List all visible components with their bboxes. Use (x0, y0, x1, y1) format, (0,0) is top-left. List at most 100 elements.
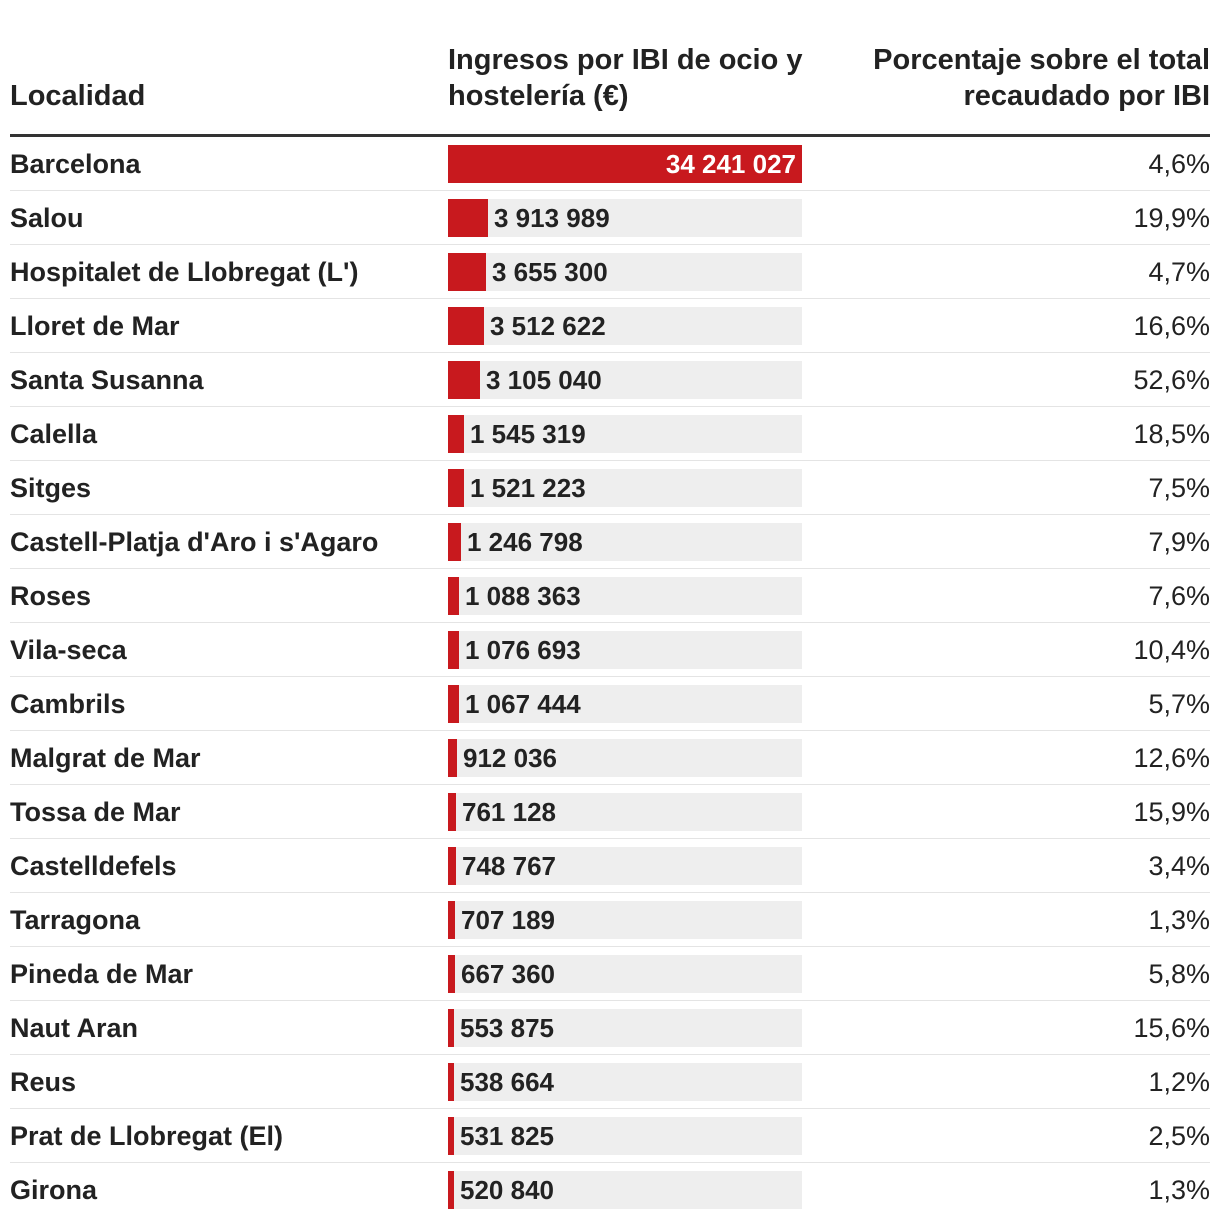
bar-track: 1 088 363 (448, 577, 802, 615)
porcentaje-value: 52,6% (1133, 365, 1210, 395)
value-bar (448, 1117, 454, 1155)
ibi-table: Localidad Ingresos por IBI de ocio y hos… (10, 0, 1210, 1217)
localidad-label: Prat de Llobregat (El) (10, 1121, 284, 1151)
porcentaje-value: 1,3% (1148, 905, 1210, 935)
bar-track: 912 036 (448, 739, 802, 777)
localidad-label: Calella (10, 419, 98, 449)
value-bar (448, 253, 486, 291)
porcentaje-value: 16,6% (1133, 311, 1210, 341)
porcentaje-value: 7,5% (1148, 473, 1210, 503)
value-bar (448, 145, 802, 183)
porcentaje-value: 5,8% (1148, 959, 1210, 989)
value-bar (448, 361, 480, 399)
porcentaje-value: 19,9% (1133, 203, 1210, 233)
localidad-label: Sitges (10, 473, 92, 503)
table-row: Pineda de Mar 667 360 5,8% (10, 947, 1210, 1001)
bar-track: 531 825 (448, 1117, 802, 1155)
bar-track: 707 189 (448, 901, 802, 939)
bar-track: 1 076 693 (448, 631, 802, 669)
table-row: Calella 1 545 319 18,5% (10, 407, 1210, 461)
header-localidad: Localidad (10, 80, 146, 112)
value-bar (448, 523, 461, 561)
header-porcentaje: Porcentaje sobre el total recaudado por … (873, 44, 1210, 112)
bar-track: 553 875 (448, 1009, 802, 1047)
localidad-label: Vila-seca (10, 635, 127, 665)
bar-track: 1 246 798 (448, 523, 802, 561)
value-bar (448, 739, 457, 777)
porcentaje-value: 18,5% (1133, 419, 1210, 449)
porcentaje-value: 7,9% (1148, 527, 1210, 557)
table-row: Vila-seca 1 076 693 10,4% (10, 623, 1210, 677)
bar-track: 3 913 989 (448, 199, 802, 237)
value-label: 1 545 319 (470, 419, 586, 449)
table-row: Hospitalet de Llobregat (L') 3 655 300 4,7… (10, 245, 1210, 299)
table-row: Girona 520 840 1,3% (10, 1163, 1210, 1217)
value-label: 912 036 (463, 743, 557, 773)
value-label: 520 840 (460, 1175, 554, 1205)
table-header: Localidad Ingresos por IBI de ocio y hos… (10, 0, 1210, 137)
value-bar (448, 577, 459, 615)
porcentaje-value: 15,6% (1133, 1013, 1210, 1043)
bar-track: 538 664 (448, 1063, 802, 1101)
value-label: 553 875 (460, 1013, 554, 1043)
table-row: Sitges 1 521 223 7,5% (10, 461, 1210, 515)
value-bar (448, 199, 488, 237)
bar-track: 1 521 223 (448, 469, 802, 507)
table-row: Castell-Platja d'Aro i s'Agaro 1 246 798 7… (10, 515, 1210, 569)
bar-track: 761 128 (448, 793, 802, 831)
table-row: Tossa de Mar 761 128 15,9% (10, 785, 1210, 839)
table-row: Roses 1 088 363 7,6% (10, 569, 1210, 623)
value-label: 1 076 693 (465, 635, 581, 665)
localidad-label: Castelldefels (10, 851, 177, 881)
bar-track: 1 545 319 (448, 415, 802, 453)
table-row: Cambrils 1 067 444 5,7% (10, 677, 1210, 731)
value-label: 3 913 989 (494, 203, 610, 233)
localidad-label: Naut Aran (10, 1013, 139, 1043)
header-ingresos: Ingresos por IBI de ocio y hostelería (€… (448, 44, 803, 112)
bar-track: 748 767 (448, 847, 802, 885)
value-label: 707 189 (461, 905, 555, 935)
bar-track: 520 840 (448, 1171, 802, 1209)
value-bar (448, 793, 456, 831)
localidad-label: Reus (10, 1067, 77, 1097)
porcentaje-value: 4,7% (1148, 257, 1210, 287)
table-row: Malgrat de Mar 912 036 12,6% (10, 731, 1210, 785)
value-bar (448, 847, 456, 885)
bar-track: 667 360 (448, 955, 802, 993)
value-bar (448, 307, 484, 345)
porcentaje-value: 12,6% (1133, 743, 1210, 773)
table-body: Barcelona 34 241 027 4,6% Salou 3 913 989 19,… (10, 137, 1210, 1217)
porcentaje-value: 10,4% (1133, 635, 1210, 665)
localidad-label: Roses (10, 581, 92, 611)
localidad-label: Cambrils (10, 689, 126, 719)
table-row: Lloret de Mar 3 512 622 16,6% (10, 299, 1210, 353)
value-bar (448, 415, 464, 453)
value-bar (448, 631, 459, 669)
table-row: Castelldefels 748 767 3,4% (10, 839, 1210, 893)
value-label: 538 664 (460, 1067, 554, 1097)
porcentaje-value: 4,6% (1148, 149, 1210, 179)
table-row: Reus 538 664 1,2% (10, 1055, 1210, 1109)
bar-track: 34 241 027 (448, 145, 802, 183)
localidad-label: Lloret de Mar (10, 311, 180, 341)
value-label: 1 246 798 (467, 527, 583, 557)
localidad-label: Girona (10, 1175, 98, 1205)
porcentaje-value: 3,4% (1148, 851, 1210, 881)
bar-track: 3 105 040 (448, 361, 802, 399)
localidad-label: Pineda de Mar (10, 959, 194, 989)
table-row: Santa Susanna 3 105 040 52,6% (10, 353, 1210, 407)
value-label: 667 360 (461, 959, 555, 989)
value-label: 1 088 363 (465, 581, 581, 611)
localidad-label: Castell-Platja d'Aro i s'Agaro (10, 527, 379, 557)
bar-track: 1 067 444 (448, 685, 802, 723)
porcentaje-value: 7,6% (1148, 581, 1210, 611)
localidad-label: Tossa de Mar (10, 797, 181, 827)
porcentaje-value: 5,7% (1148, 689, 1210, 719)
value-bar (448, 955, 455, 993)
porcentaje-value: 1,2% (1148, 1067, 1210, 1097)
localidad-label: Santa Susanna (10, 365, 204, 395)
table-row: Prat de Llobregat (El) 531 825 2,5% (10, 1109, 1210, 1163)
value-bar (448, 685, 459, 723)
value-label: 3 512 622 (490, 311, 606, 341)
bar-track: 3 512 622 (448, 307, 802, 345)
